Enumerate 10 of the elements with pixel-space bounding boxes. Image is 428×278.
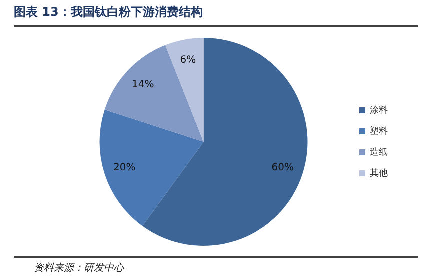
text: 资料来源：研发中心 — [14, 256, 418, 275]
legend-label: 造纸 — [370, 146, 388, 158]
legend-label: 塑料 — [370, 126, 388, 137]
legend-label: 其他 — [370, 168, 388, 179]
legend-label: 涂料 — [370, 104, 388, 116]
data-label: 60% — [272, 162, 294, 174]
data-label: 14% — [132, 80, 154, 91]
data-label: 6% — [180, 54, 196, 66]
data-label: 20% — [114, 162, 136, 174]
chart-title: 图表 13：我国钛白粉下游消费结构 — [14, 4, 418, 27]
